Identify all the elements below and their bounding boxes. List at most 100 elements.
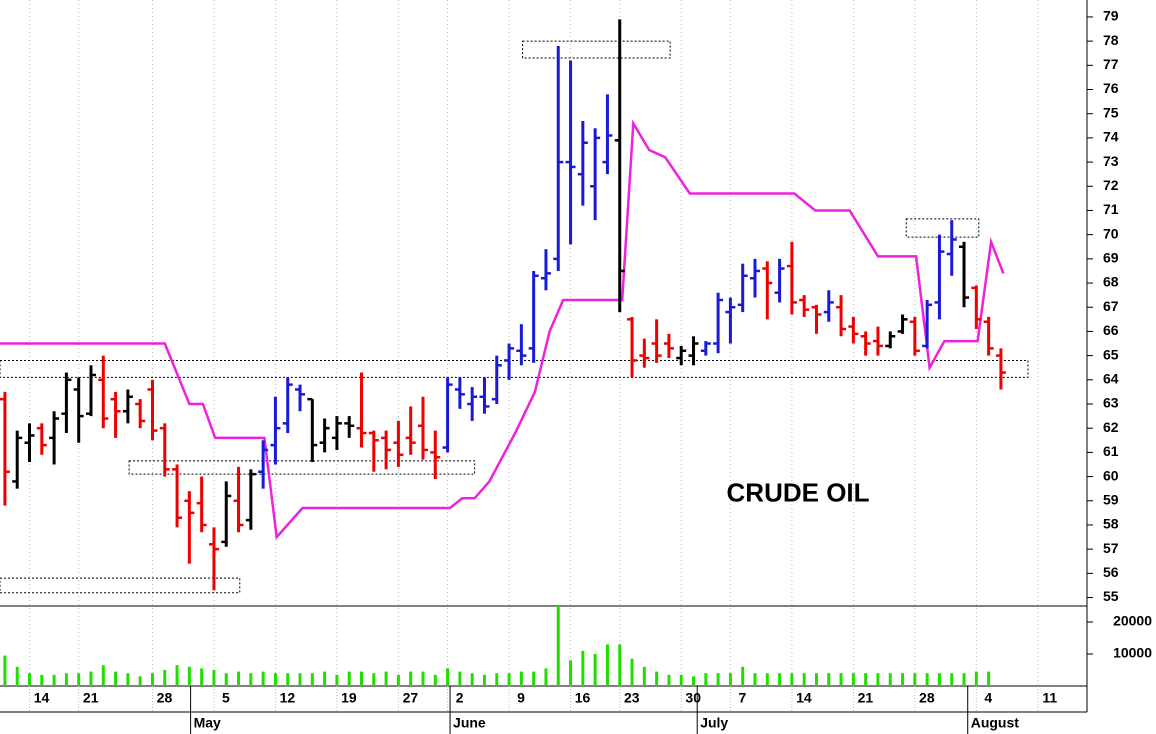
x-tick-label: 21 (83, 690, 99, 706)
y-tick-label: 71 (1103, 201, 1119, 217)
volume-bar (802, 673, 806, 686)
volume-bar (335, 674, 339, 686)
volume-bar (310, 673, 314, 686)
volume-bar (224, 673, 228, 686)
volume-bar (593, 654, 597, 686)
month-label: May (194, 715, 221, 731)
volume-bar (446, 668, 450, 686)
volume-bar (876, 673, 880, 686)
zone-box (128, 460, 476, 475)
y-tick-label: 75 (1103, 104, 1119, 120)
volume-bar (40, 674, 44, 686)
volume-bar (163, 670, 167, 686)
month-label: June (453, 715, 486, 731)
volume-bar (433, 674, 437, 686)
volume-bar (52, 674, 56, 686)
volume-bar (667, 674, 671, 686)
y-tick-label: 59 (1103, 491, 1119, 507)
volume-bar (200, 668, 204, 686)
volume-bar (569, 660, 573, 686)
x-tick-label: 14 (796, 690, 812, 706)
x-tick-label: 27 (403, 690, 419, 706)
trailing-line (0, 119, 1005, 540)
volume-bar (396, 674, 400, 686)
volume-bar (3, 655, 7, 686)
volume-bar (778, 673, 782, 686)
volume-tick-label: 20000 (1113, 613, 1152, 629)
volume-bar (384, 671, 388, 686)
x-tick-label: 28 (157, 690, 173, 706)
x-tick-label: 16 (575, 690, 591, 706)
volume-bar (839, 673, 843, 686)
y-tick-label: 70 (1103, 225, 1119, 241)
volume-bar (987, 671, 991, 686)
volume-bar (298, 673, 302, 686)
x-tick-label: 4 (984, 690, 992, 706)
volume-bar (790, 673, 794, 686)
volume-bar (187, 666, 191, 686)
volume-bar (175, 665, 179, 686)
y-tick-label: 58 (1103, 516, 1119, 532)
volume-bar (630, 658, 634, 686)
volume-bar (741, 666, 745, 686)
volume-bar (261, 671, 265, 686)
volume-bar (950, 673, 954, 686)
volume-tick-label: 10000 (1113, 645, 1152, 661)
volume-bar (212, 670, 216, 686)
volume-bar (888, 673, 892, 686)
volume-bar (704, 673, 708, 686)
volume-bar (814, 673, 818, 686)
volume-bar (765, 673, 769, 686)
y-tick-label: 72 (1103, 177, 1119, 193)
volume-bar (716, 673, 720, 686)
x-tick-label: 11 (1042, 690, 1057, 706)
volume-bar (28, 673, 32, 686)
x-tick-label: 14 (34, 690, 50, 706)
y-tick-label: 55 (1103, 588, 1119, 604)
volume-bar (974, 671, 978, 686)
x-tick-label: 5 (222, 690, 230, 706)
x-tick-label: 7 (739, 690, 747, 706)
volume-bar (581, 650, 585, 686)
volume-bar (347, 671, 351, 686)
x-tick-label: 2 (456, 690, 464, 706)
zone-box (0, 359, 1029, 378)
y-tick-label: 67 (1103, 298, 1119, 314)
y-tick-label: 66 (1103, 322, 1119, 338)
volume-bar (89, 671, 93, 686)
volume-bar (372, 673, 376, 686)
volume-bar (605, 644, 609, 686)
volume-bar (421, 671, 425, 686)
zone-box (0, 577, 241, 594)
x-tick-label: 28 (919, 690, 935, 706)
y-tick-label: 57 (1103, 540, 1119, 556)
volume-bar (15, 666, 19, 686)
volume-bar (556, 606, 560, 686)
y-tick-label: 74 (1103, 129, 1119, 145)
volume-bar (286, 673, 290, 686)
volume-bar (409, 671, 413, 686)
month-label: July (700, 715, 728, 731)
y-tick-label: 68 (1103, 274, 1119, 290)
y-tick-label: 73 (1103, 153, 1119, 169)
x-tick-label: 19 (341, 690, 357, 706)
y-tick-label: 65 (1103, 346, 1119, 362)
y-tick-label: 64 (1103, 371, 1119, 387)
x-tick-label: 21 (858, 690, 874, 706)
volume-bar (323, 671, 327, 686)
volume-bar (470, 673, 474, 686)
volume-bar (827, 673, 831, 686)
volume-bar (728, 673, 732, 686)
volume-bar (495, 673, 499, 686)
y-tick-label: 69 (1103, 250, 1119, 266)
x-tick-label: 12 (280, 690, 296, 706)
x-tick-label: 30 (685, 690, 701, 706)
zone-box (905, 218, 980, 238)
volume-bar (138, 676, 142, 686)
volume-bar (237, 671, 241, 686)
y-tick-label: 61 (1103, 443, 1119, 459)
month-label: August (971, 715, 1020, 731)
volume-bar (655, 671, 659, 686)
volume-bar (544, 668, 548, 686)
